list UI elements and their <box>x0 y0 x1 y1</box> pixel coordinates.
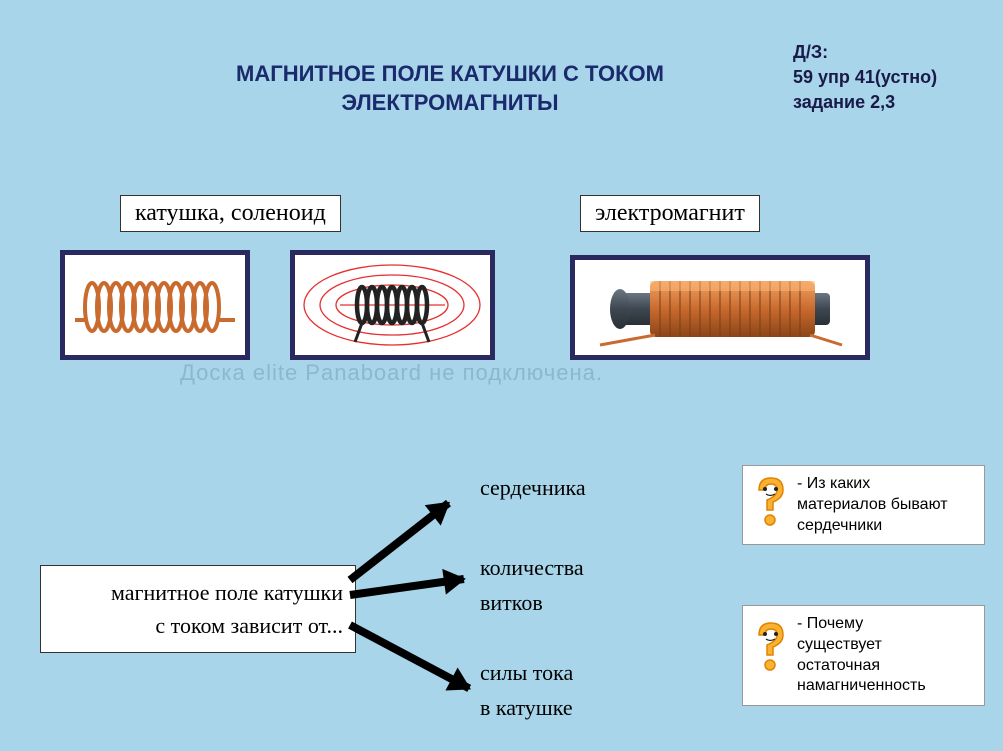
depends-item-3a: силы тока <box>480 660 573 686</box>
depends-item-3b: в катушке <box>480 695 573 721</box>
slide-title: МАГНИТНОЕ ПОЛЕ КАТУШКИ С ТОКОМ ЭЛЕКТРОМА… <box>150 60 750 117</box>
homework-line-3: задание 2,3 <box>793 92 895 112</box>
question-icon <box>751 614 791 684</box>
depends-item-2a: количества <box>480 555 584 581</box>
title-line-2: ЭЛЕКТРОМАГНИТЫ <box>341 90 558 115</box>
question-1-text: - Из каких материалов бывают сердечники <box>797 474 948 536</box>
depends-box: магнитное поле катушки с током зависит о… <box>40 565 356 653</box>
homework-block: Д/З: 59 упр 41(устно) задание 2,3 <box>793 40 973 116</box>
label-electromagnet: электромагнит <box>580 195 760 232</box>
depends-line-2: с током зависит от... <box>155 613 343 638</box>
depends-line-1: магнитное поле катушки <box>111 580 343 605</box>
depends-item-1: сердечника <box>480 475 586 501</box>
question-box-1: - Из каких материалов бывают сердечники <box>742 465 985 545</box>
solenoid-field-icon <box>300 260 485 350</box>
watermark-text: Доска elite Panaboard не подключена. <box>180 360 603 386</box>
title-line-1: МАГНИТНОЕ ПОЛЕ КАТУШКИ С ТОКОМ <box>236 61 664 86</box>
question-icon <box>751 474 791 534</box>
arrow-2 <box>350 579 464 595</box>
image-electromagnet <box>570 255 870 360</box>
arrow-3 <box>350 625 469 688</box>
label-solenoid: катушка, соленоид <box>120 195 341 232</box>
question-box-2: - Почему существует остаточная намагниче… <box>742 605 985 706</box>
question-2-text: - Почему существует остаточная намагниче… <box>797 614 926 697</box>
depends-item-2b: витков <box>480 590 543 616</box>
image-coil <box>60 250 250 360</box>
homework-line-2: 59 упр 41(устно) <box>793 67 937 87</box>
coil-icon <box>70 260 240 350</box>
slide: МАГНИТНОЕ ПОЛЕ КАТУШКИ С ТОКОМ ЭЛЕКТРОМА… <box>0 0 1003 751</box>
electromagnet-icon <box>580 265 860 350</box>
arrow-1 <box>350 503 449 580</box>
homework-line-1: Д/З: <box>793 42 828 62</box>
image-solenoid-field <box>290 250 495 360</box>
